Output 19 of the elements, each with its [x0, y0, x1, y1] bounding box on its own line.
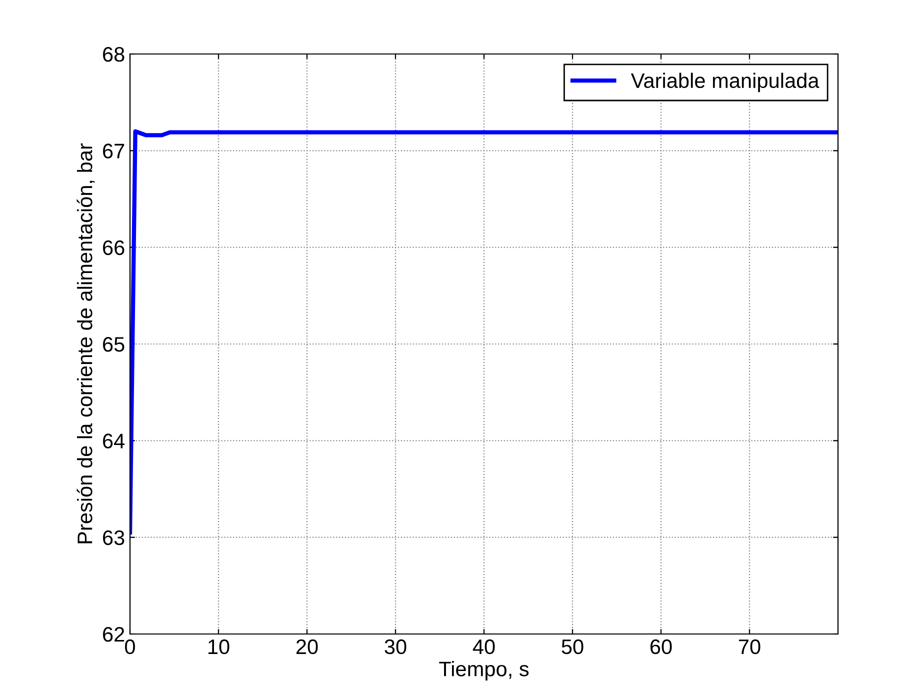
x-axis-title: Tiempo, s — [439, 661, 529, 680]
x-tick-label: 70 — [738, 639, 760, 654]
y-tick-label: 66 — [103, 240, 124, 256]
y-tick-label: 63 — [103, 530, 124, 546]
x-tick-label: 0 — [125, 639, 135, 654]
line-series — [130, 129, 838, 535]
x-tick-label: 60 — [650, 639, 672, 654]
y-tick-label: 65 — [103, 337, 124, 352]
y-tick-label: 64 — [103, 434, 125, 448]
x-tick-label: 30 — [384, 639, 406, 654]
x-tick-label: 20 — [296, 639, 318, 654]
x-tick-label: 50 — [562, 639, 584, 654]
x-tick-label: 10 — [208, 639, 230, 654]
legend-label: Variable manipulada — [630, 72, 820, 92]
y-tick-label: 67 — [103, 144, 124, 158]
y-axis-title: Presión de la corriente de alimentación, bar — [76, 143, 95, 544]
y-tick-label: 62 — [103, 627, 124, 642]
x-tick-label: 40 — [472, 639, 495, 654]
y-tick-label: 68 — [103, 47, 124, 62]
